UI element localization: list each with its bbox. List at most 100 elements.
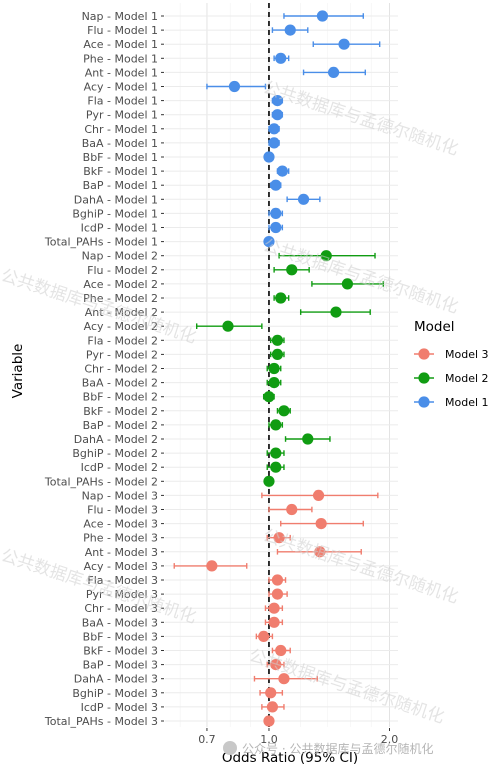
or-point	[276, 165, 288, 177]
or-point	[341, 278, 354, 290]
or-point	[270, 221, 282, 234]
or-point	[302, 433, 314, 445]
y-tick-label: BaP - Model 3	[83, 659, 158, 672]
legend-items: Model 3 Model 2 Model 1	[414, 348, 489, 409]
y-tick-label: Ace - Model 1	[83, 38, 158, 51]
y-tick-label: Flu - Model 2	[87, 264, 158, 277]
y-axis-title: Variable	[10, 344, 26, 399]
or-point	[270, 461, 282, 473]
or-point	[263, 151, 275, 163]
legend-key-point	[418, 372, 430, 384]
y-tick-label: DahA - Model 1	[74, 193, 158, 206]
or-point	[265, 687, 277, 699]
or-point	[268, 123, 280, 135]
y-tick-label: Fla - Model 3	[87, 574, 158, 587]
x-tick-label: 0.7	[198, 733, 216, 746]
or-point	[258, 630, 270, 643]
or-point	[268, 602, 280, 614]
y-tick-label: BkF - Model 3	[83, 645, 158, 658]
wechat-icon	[223, 741, 237, 755]
or-point	[222, 320, 234, 332]
legend-label: Model 3	[445, 348, 489, 361]
or-point	[271, 348, 284, 360]
or-point	[270, 447, 282, 459]
or-point	[320, 250, 332, 262]
or-point	[263, 475, 275, 487]
y-tick-label: Acy - Model 2	[84, 320, 158, 333]
or-point	[263, 715, 275, 727]
or-point	[263, 236, 275, 248]
y-tick-label: Acy - Model 1	[84, 81, 158, 94]
or-point	[275, 644, 287, 657]
x-axis-title: Odds Ratio (95% CI)	[222, 750, 358, 766]
or-point	[315, 518, 327, 530]
y-tick-label: Chr - Model 3	[84, 602, 158, 615]
plot-marks	[173, 10, 385, 727]
y-tick-label: Total_PAHs - Model 1	[44, 236, 158, 249]
y-tick-label: BkF - Model 2	[83, 405, 158, 418]
or-point	[228, 80, 241, 93]
or-point	[271, 588, 284, 600]
or-point	[273, 532, 285, 544]
y-tick-label: Phe - Model 3	[83, 532, 158, 545]
y-tick-label: Pyr - Model 1	[86, 109, 158, 122]
or-point	[266, 701, 279, 713]
or-point	[271, 95, 284, 107]
y-tick-label: IcdP - Model 1	[81, 222, 158, 235]
y-tick-label: BaP - Model 2	[83, 419, 158, 432]
y-tick-label: Fla - Model 1	[87, 95, 158, 108]
y-tick-label: Pyr - Model 2	[86, 348, 158, 361]
y-tick-label: Nap - Model 3	[82, 489, 158, 502]
y-tick-label: Total_PAHs - Model 2	[44, 475, 158, 488]
or-point	[330, 306, 342, 318]
or-point	[312, 489, 325, 501]
y-tick-label: Chr - Model 1	[84, 123, 158, 136]
y-tick-label: BkF - Model 1	[83, 165, 158, 178]
or-point	[275, 292, 287, 304]
y-tick-label: Nap - Model 1	[82, 10, 158, 23]
or-point	[271, 109, 284, 121]
y-tick-label: BaA - Model 2	[82, 377, 158, 390]
y-tick-label: BaA - Model 1	[82, 137, 158, 150]
legend-title: Model	[414, 319, 455, 335]
legend-label: Model 2	[445, 372, 489, 385]
y-tick-label: Ace - Model 3	[83, 518, 158, 531]
or-point	[271, 334, 284, 346]
y-tick-label: DahA - Model 3	[74, 673, 158, 686]
or-point	[206, 560, 218, 572]
or-point	[286, 503, 298, 516]
or-point	[314, 546, 326, 558]
x-tick-label: 2.0	[381, 733, 399, 746]
or-point	[275, 52, 287, 64]
y-tick-label: Acy - Model 3	[84, 560, 158, 573]
or-point	[268, 137, 280, 149]
y-tick-label: Fla - Model 2	[87, 334, 158, 347]
y-tick-label: Phe - Model 2	[83, 292, 158, 305]
or-point	[270, 207, 282, 219]
or-point	[286, 264, 298, 276]
y-tick-label: Ant - Model 2	[85, 306, 158, 319]
x-tick-label: 1.0	[260, 733, 278, 746]
y-tick-label: BghiP - Model 1	[72, 207, 158, 220]
y-tick-label: Chr - Model 2	[84, 363, 158, 376]
y-tick-label: Ace - Model 2	[83, 278, 158, 291]
x-tick-labels: 0.7 1.0 2.0	[198, 728, 398, 746]
y-tick-label: Phe - Model 1	[83, 52, 158, 65]
watermark-text: 公共数据库与孟德尔随机化	[260, 236, 460, 318]
footer-watermark: 公众号 · 公共数据库与孟德尔随机化	[242, 741, 433, 756]
watermark-text: 公共数据库与孟德尔随机化	[246, 646, 446, 728]
legend-label: Model 1	[445, 396, 489, 409]
or-point	[270, 179, 282, 191]
or-point	[327, 66, 340, 78]
y-tick-label: Ant - Model 3	[85, 546, 158, 559]
legend-key-point	[418, 396, 430, 408]
or-point	[270, 659, 282, 671]
y-tick-label: IcdP - Model 3	[81, 701, 158, 714]
or-point	[338, 38, 350, 50]
y-tick-label: BaP - Model 1	[83, 179, 158, 192]
y-tick-label: BaA - Model 3	[82, 616, 158, 629]
or-point	[268, 377, 280, 389]
y-tick-label: BbF - Model 2	[83, 391, 158, 404]
